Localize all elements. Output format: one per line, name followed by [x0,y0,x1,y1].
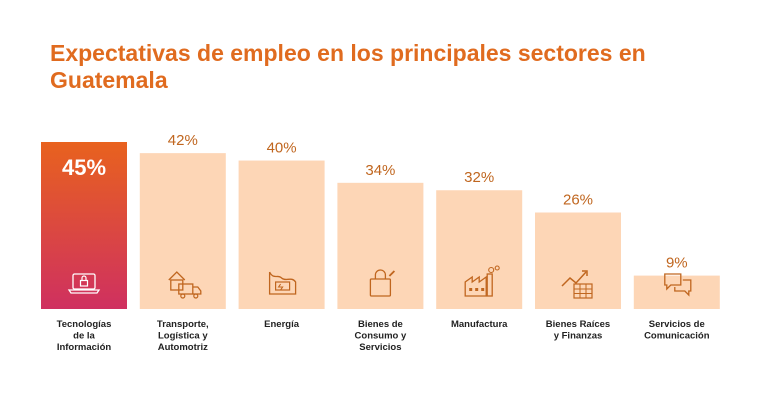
bar-5 [535,212,621,309]
category-label-1: Transporte, Logística y Automotriz [157,319,209,353]
bar-0 [41,142,127,309]
bar-6 [633,275,720,309]
chart-growth-icon [561,270,593,299]
value-label-2: 40% [267,140,297,157]
category-label-2: Energía [264,319,300,330]
value-label-5: 26% [563,192,593,209]
laptop-lock-icon [67,273,101,294]
bar-4 [436,190,523,309]
category-label-3: Bienes de Consumo y Servicios [355,319,407,353]
value-label-1: 42% [168,132,198,149]
truck-warehouse-icon [168,271,202,299]
category-label-5: Bienes Raíces y Finanzas [546,319,610,342]
value-label-6: 9% [666,255,688,272]
value-label-4: 32% [464,169,494,186]
category-label-0: Tecnologías de la Información [57,319,112,353]
bar-2 [238,160,325,309]
category-label-4: Manufactura [451,319,508,330]
chat-bubbles-icon [664,273,692,297]
energy-battery-icon [268,271,297,295]
shopping-bag-icon [369,269,396,297]
category-label-6: Servicios de Comunicación [644,319,710,342]
bar-3 [337,182,424,309]
factory-icon [464,265,500,297]
value-label-0: 45% [62,155,106,180]
chart-title: Expectativas de empleo en los principale… [50,40,646,93]
value-label-3: 34% [365,162,395,179]
